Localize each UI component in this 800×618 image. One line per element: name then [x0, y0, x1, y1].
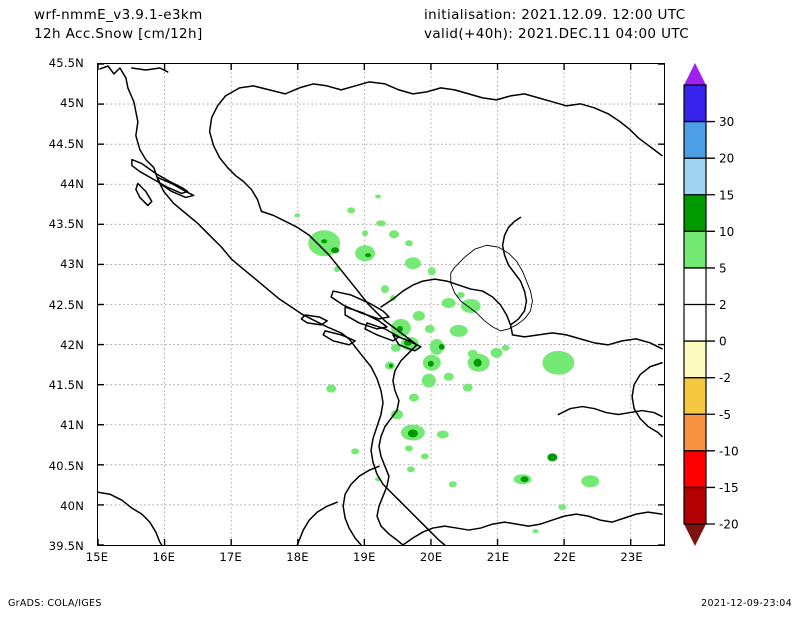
- initialisation-time: initialisation: 2021.12.09. 12:00 UTC: [424, 7, 686, 23]
- colorbar-band: [684, 377, 706, 415]
- y-axis-labels: 39.5N 40N 40.5N 41N 41.5N 42N 42.5N 43N 43.5N 44N…: [0, 56, 92, 553]
- x-tick-label: 23E: [620, 550, 643, 564]
- x-tick-label: 20E: [419, 550, 443, 564]
- colorbar-tick-label: 2: [719, 298, 727, 312]
- header-right-block: initialisation: 2021.12.09. 12:00 UTC va…: [424, 6, 784, 44]
- snow-accumulation-map: [98, 64, 664, 545]
- coastline-and-borders: [98, 65, 663, 545]
- x-tick-label: 18E: [286, 550, 309, 564]
- colorbar-band: [684, 85, 706, 122]
- colorbar-tick-label: -2: [719, 371, 731, 385]
- colorbar-band-above-max: [684, 63, 706, 85]
- axis-ticks: [98, 64, 664, 545]
- field-title: 12h Acc.Snow [cm/12h]: [34, 26, 203, 42]
- y-tick-label: 40.5N: [48, 458, 84, 473]
- colorbar-tick-label: -20: [719, 518, 739, 532]
- colorbar-tick-label: 0: [719, 335, 727, 349]
- colorbar-tick-label: -10: [719, 444, 739, 458]
- colorbar-tick-label: 5: [719, 261, 727, 275]
- y-tick-label: 44N: [60, 176, 84, 191]
- y-tick-label: 39.5N: [48, 539, 84, 553]
- colorbar-band-below-min: [684, 524, 706, 546]
- x-tick-label: 15E: [85, 550, 109, 564]
- plot-frame: [97, 63, 665, 546]
- render-timestamp: 2021-12-09-23:04: [701, 598, 792, 609]
- y-tick-label: 44.5N: [48, 136, 84, 151]
- colorbar-tick-label: -15: [719, 481, 739, 495]
- y-tick-label: 43.5N: [48, 217, 84, 231]
- colorbar-band: [684, 158, 706, 195]
- valid-time: valid(+40h): 2021.DEC.11 04:00 UTC: [424, 26, 690, 42]
- y-tick-label: 43N: [60, 257, 84, 272]
- model-title: wrf-nmmE_v3.9.1-e3km: [34, 7, 203, 23]
- colorbar-tick-label: -5: [719, 408, 731, 422]
- colorbar-tick-label: 10: [719, 225, 734, 239]
- x-tick-label: 17E: [219, 550, 242, 564]
- y-tick-label: 45.5N: [48, 56, 84, 70]
- colorbar-band: [684, 304, 706, 342]
- colorbar-tick-label: 15: [719, 188, 734, 202]
- colorbar-band: [684, 121, 706, 159]
- colorbar-band: [684, 341, 706, 378]
- x-tick-label: 19E: [353, 550, 376, 564]
- colorbar-band: [684, 450, 706, 488]
- colorbar-band: [684, 194, 706, 232]
- colorbar-tick-label: 20: [719, 152, 734, 166]
- map-plot-area: [97, 63, 665, 546]
- header-left-block: wrf-nmmE_v3.9.1-e3km 12h Acc.Snow [cm/12…: [34, 6, 364, 44]
- x-tick-label: 21E: [486, 550, 510, 564]
- grads-credit: GrADS: COLA/IGES: [8, 598, 102, 609]
- colorbar-band: [684, 487, 706, 524]
- snow-band-2-5: [294, 194, 600, 534]
- y-tick-label: 40N: [60, 498, 84, 513]
- colorbar-band: [684, 414, 706, 451]
- gridlines: [98, 64, 664, 545]
- y-tick-label: 41N: [60, 418, 84, 433]
- colorbar-band: [684, 267, 706, 305]
- x-tick-label: 16E: [152, 550, 176, 564]
- x-tick-label: 22E: [553, 550, 576, 564]
- y-tick-label: 42N: [60, 337, 84, 352]
- colorbar-tick-label: 30: [719, 115, 734, 129]
- x-axis-labels: 15E 16E 17E 18E 19E 20E 21E 22E 23E: [86, 550, 665, 568]
- colorbar-band: [684, 231, 706, 268]
- y-tick-label: 45N: [60, 96, 84, 111]
- y-tick-label: 42.5N: [48, 297, 84, 312]
- y-tick-label: 41.5N: [48, 378, 84, 392]
